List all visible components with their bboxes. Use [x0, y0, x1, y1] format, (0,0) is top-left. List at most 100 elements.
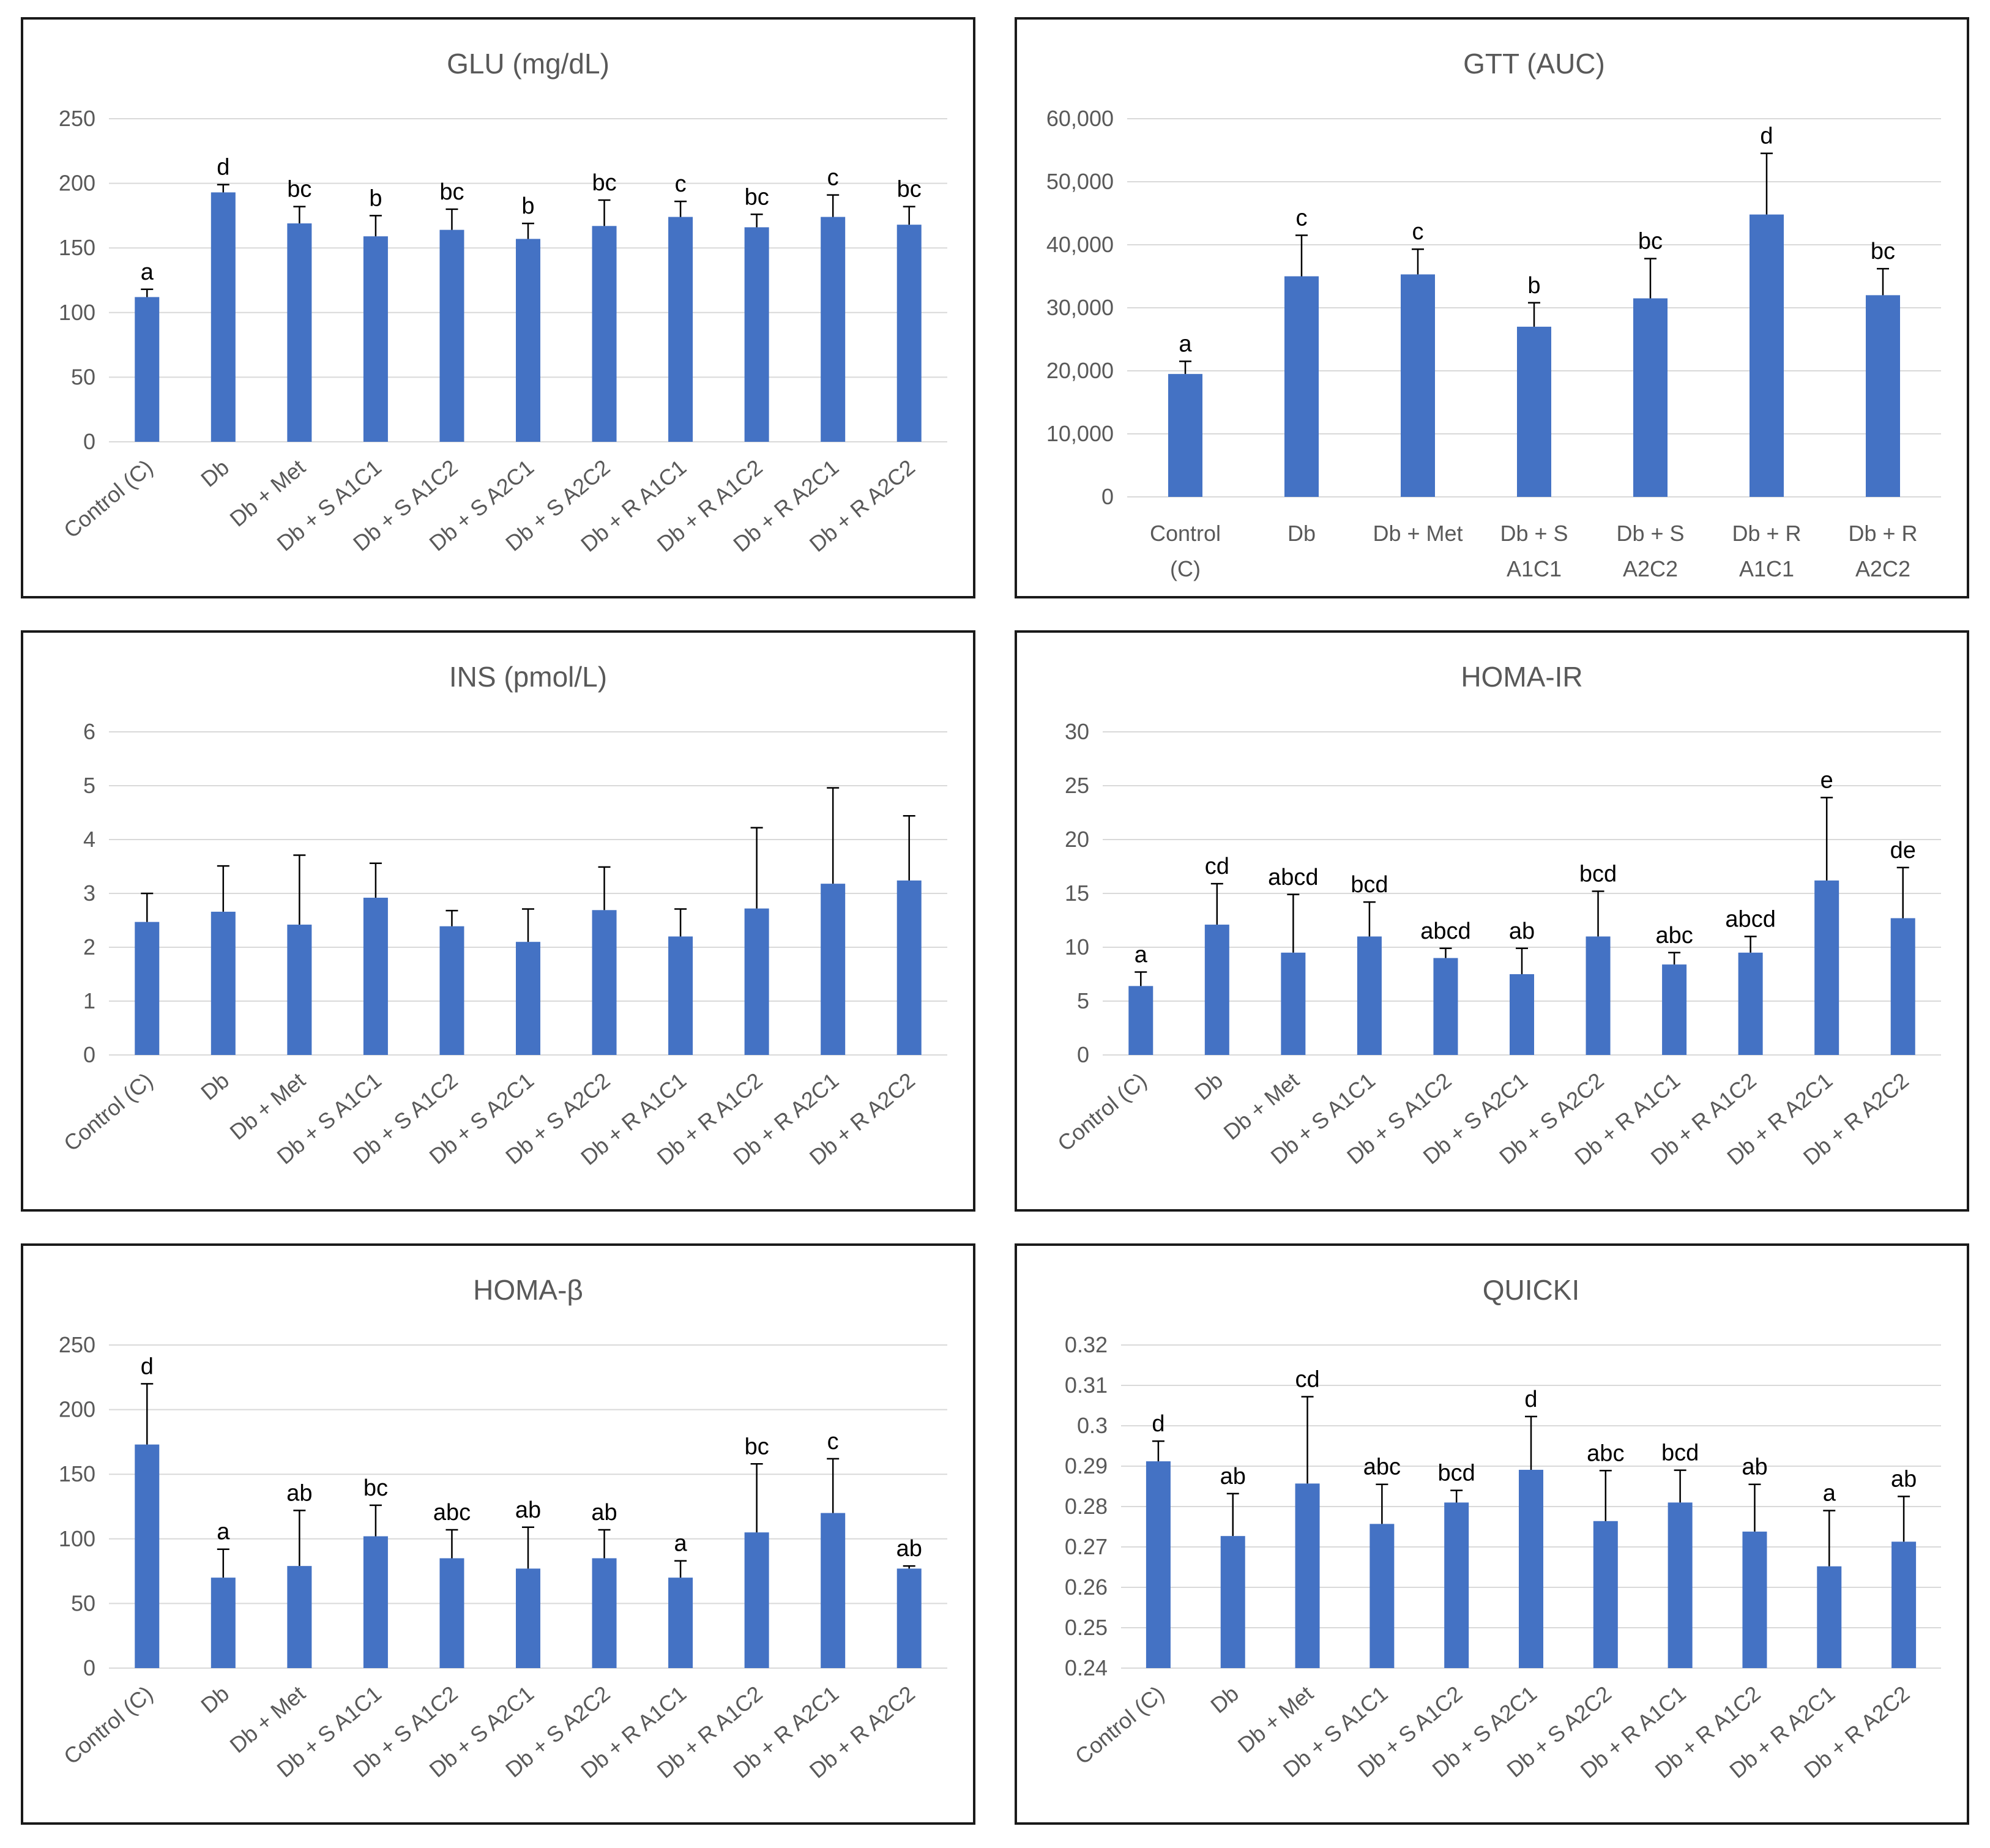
y-tick-label: 2 [83, 934, 95, 959]
bar [744, 227, 769, 442]
y-tick-label: 15 [1065, 881, 1089, 906]
bar [1357, 936, 1382, 1055]
y-tick-label: 200 [59, 171, 95, 196]
bar [1204, 925, 1229, 1055]
x-tick-label: Control (C) [1070, 1681, 1169, 1770]
bar [1586, 936, 1611, 1055]
significance-label: abc [1655, 923, 1693, 948]
y-tick-label: 60,000 [1046, 106, 1114, 131]
bar [821, 884, 846, 1055]
significance-label: d [1760, 124, 1773, 149]
bar [1220, 1536, 1245, 1668]
y-tick-label: 0 [1077, 1042, 1089, 1067]
x-tick-label: Control (C) [59, 1681, 157, 1770]
bar [1168, 374, 1202, 497]
bar [1146, 1461, 1171, 1668]
y-tick-label: 3 [83, 881, 95, 906]
bar [1890, 918, 1915, 1055]
bar [744, 908, 769, 1055]
bar [1668, 1502, 1693, 1668]
significance-label: a [141, 259, 154, 285]
chart-title: INS (pmol/L) [449, 661, 607, 693]
y-tick-label: 0.31 [1065, 1373, 1108, 1398]
chart-title: GTT (AUC) [1463, 48, 1605, 80]
bar [516, 942, 540, 1055]
y-tick-label: 50 [71, 364, 95, 389]
significance-label: bcd [1351, 872, 1388, 898]
significance-label: d [1524, 1387, 1537, 1412]
bar [516, 1568, 540, 1668]
bar [668, 1578, 693, 1668]
significance-label: cd [1205, 854, 1229, 879]
significance-label: bc [592, 170, 616, 196]
bar [1519, 1469, 1543, 1668]
significance-label: cd [1295, 1366, 1319, 1392]
significance-label: c [1296, 206, 1308, 231]
bar [1593, 1521, 1618, 1668]
bar [896, 225, 922, 442]
significance-label: bc [287, 177, 311, 203]
significance-label: abc [433, 1500, 471, 1526]
bar [1662, 964, 1687, 1055]
bar [135, 922, 160, 1055]
y-tick-label: 50,000 [1046, 169, 1114, 194]
significance-label: abcd [1420, 918, 1470, 944]
chart-title: HOMA-β [473, 1274, 583, 1306]
y-tick-label: 0.25 [1065, 1615, 1108, 1640]
bar [668, 217, 693, 442]
y-tick-label: 40,000 [1046, 232, 1114, 257]
significance-label: c [827, 1429, 839, 1455]
bar [1370, 1524, 1395, 1668]
y-tick-label: 0.28 [1065, 1494, 1108, 1519]
bar [668, 936, 693, 1055]
significance-label: abc [1363, 1455, 1401, 1480]
y-tick-label: 0.27 [1065, 1534, 1108, 1559]
chart-panel-glu: GLU (mg/dL) 0 50 100 150 200 250 a Control (C) d D… [21, 17, 975, 598]
x-tick-label: Db + S A1C1 [1500, 521, 1568, 581]
bar [439, 229, 464, 442]
bar [1128, 986, 1153, 1055]
bar [1866, 295, 1900, 497]
bar [1444, 1502, 1469, 1668]
bar [363, 236, 388, 442]
bar [211, 911, 236, 1055]
significance-label: c [675, 171, 687, 197]
significance-label: abcd [1268, 865, 1318, 890]
bar [1750, 214, 1784, 497]
significance-label: bcd [1438, 1461, 1475, 1486]
significance-label: ab [1891, 1467, 1917, 1492]
significance-label: bc [897, 177, 922, 203]
bar [135, 1444, 160, 1668]
significance-label: d [1152, 1411, 1165, 1437]
significance-label: bcd [1579, 861, 1617, 887]
y-tick-label: 150 [59, 1461, 95, 1486]
bar [287, 223, 312, 442]
significance-label: e [1820, 767, 1833, 793]
chart-title: QUICKI [1483, 1274, 1579, 1306]
y-tick-label: 4 [83, 827, 95, 852]
x-tick-label: Db + S A2C2 [1616, 521, 1684, 581]
y-tick-label: 25 [1065, 773, 1089, 798]
bar [1817, 1566, 1842, 1668]
y-tick-label: 100 [59, 1526, 95, 1551]
bar [1738, 952, 1763, 1055]
bar [896, 1568, 922, 1668]
y-tick-label: 0 [1101, 484, 1114, 509]
chart-panel-ins: INS (pmol/L) 0 1 2 3 4 5 6 Control (C) Db Db + Met… [21, 630, 975, 1212]
bar [896, 880, 922, 1055]
x-tick-label: Db [196, 455, 234, 492]
significance-label: ab [896, 1536, 922, 1562]
bar [287, 1566, 312, 1668]
significance-label: b [369, 185, 382, 211]
bar [363, 1536, 388, 1668]
bar [1891, 1541, 1917, 1668]
y-tick-label: 0.26 [1065, 1574, 1108, 1600]
bar [1295, 1483, 1320, 1668]
significance-label: bc [745, 1434, 769, 1459]
bar [1510, 974, 1534, 1055]
bar [821, 1513, 846, 1668]
bar [1281, 952, 1306, 1055]
significance-label: ab [515, 1497, 541, 1523]
y-tick-label: 0.29 [1065, 1453, 1108, 1478]
